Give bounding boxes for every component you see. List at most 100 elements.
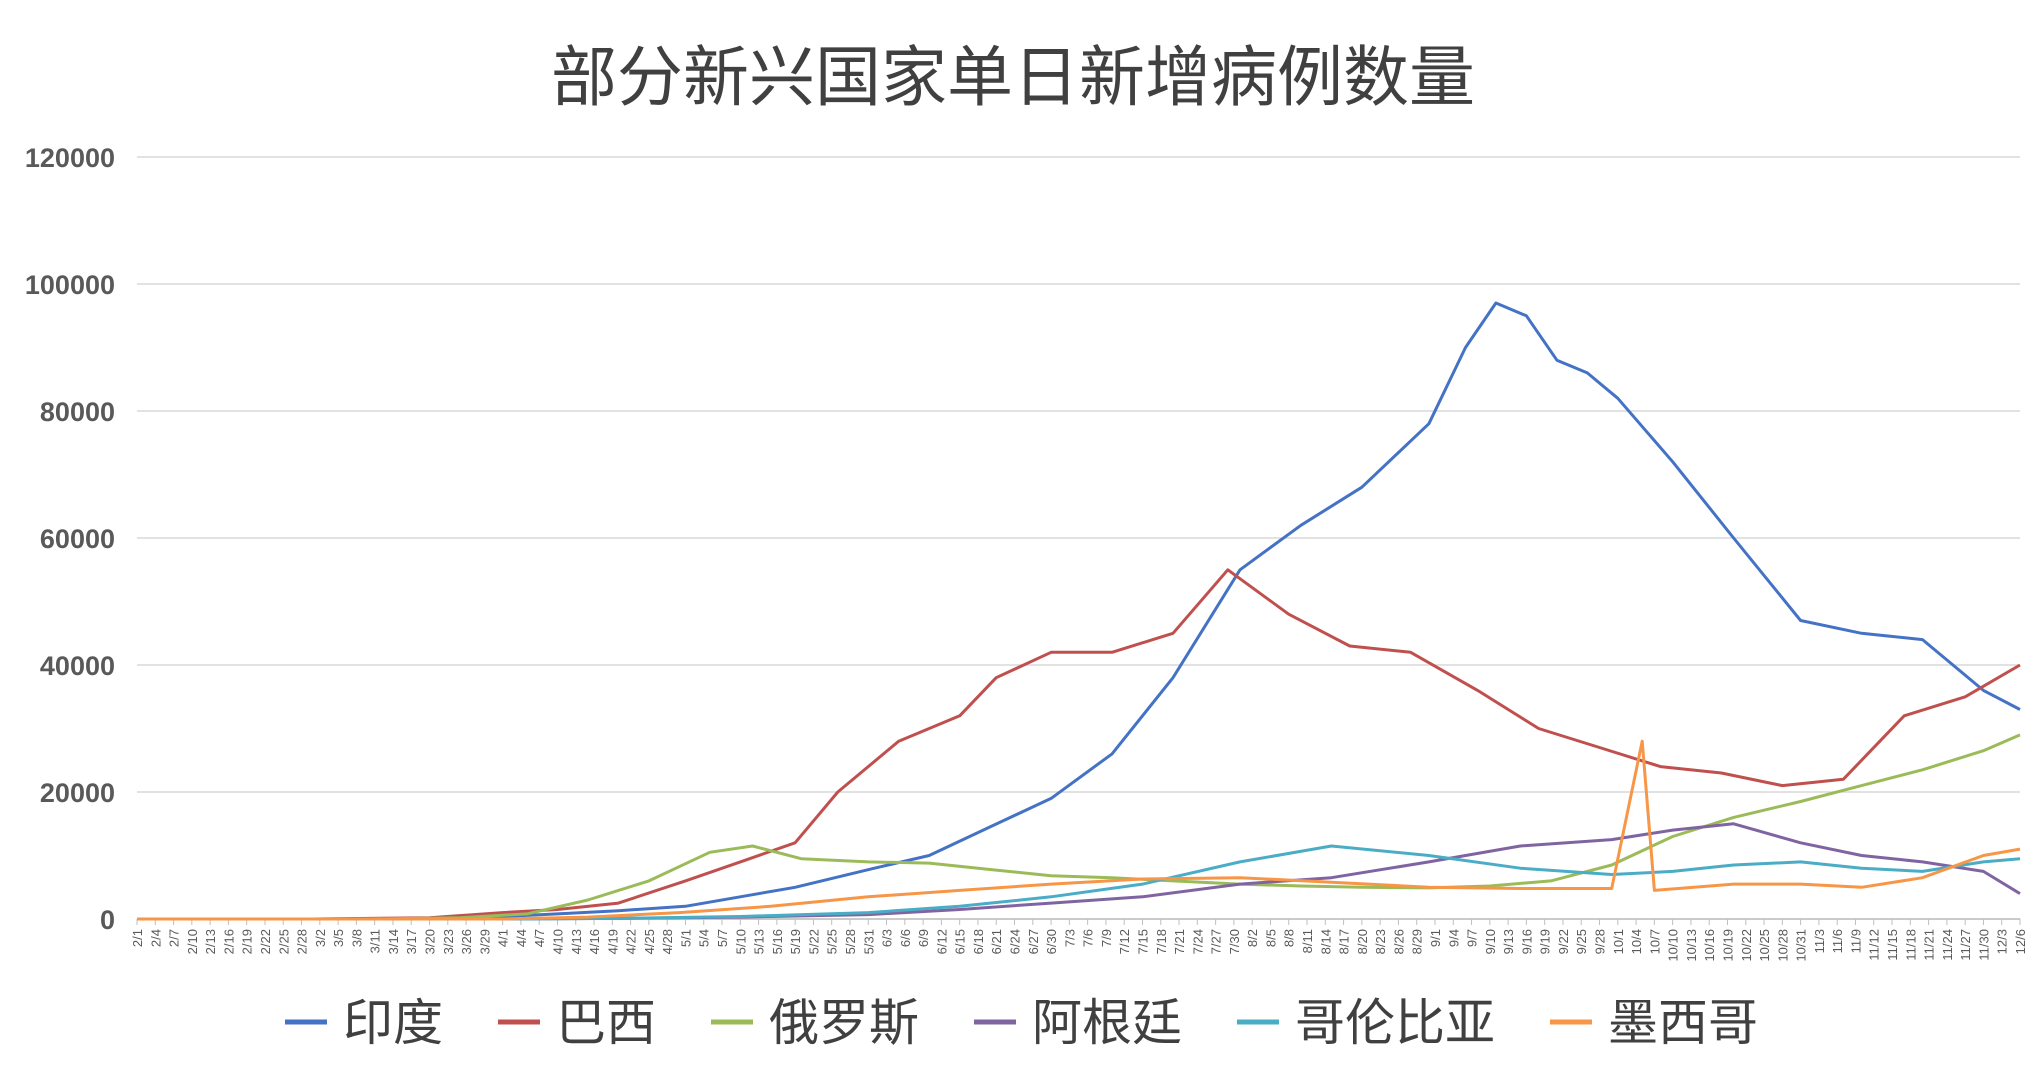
x-tick-label: 10/25 [1757,929,1772,962]
x-tick-label: 6/12 [934,929,949,954]
x-tick-label: 6/21 [989,929,1004,954]
x-tick-label: 6/30 [1044,929,1059,954]
x-tick-label: 11/21 [1922,929,1937,961]
x-tick-label: 2/16 [221,929,236,954]
gridlines [137,156,2020,920]
x-axis: 2/1 2/4 2/7 2/10 2/13 2/16 2/19 2/22 2/25 2/28 3/2… [130,919,2027,962]
x-tick-label: 5/16 [770,929,785,954]
x-tick-label: 3/29 [477,929,492,954]
series-line-0 [137,301,2021,921]
x-tick-label: 10/4 [1629,929,1644,954]
x-tick-label: 11/30 [1976,929,1991,961]
x-tick-label: 11/9 [1848,929,1863,953]
x-tick-label: 5/7 [715,929,730,947]
x-tick-label: 11/12 [1867,929,1882,961]
x-tick-label: 8/8 [1282,929,1297,947]
x-tick-label: 6/27 [1026,929,1041,954]
x-tick-label: 11/3 [1812,929,1827,953]
x-tick-label: 4/16 [587,929,602,954]
legend-item-5: 墨西哥 [1550,994,1758,1052]
x-tick-label: 8/20 [1355,929,1370,954]
legend-label: 俄罗斯 [769,994,919,1052]
x-tick-label: 10/19 [1720,929,1735,962]
x-tick-label: 3/23 [441,929,456,954]
series-line-5 [137,739,2021,921]
x-tick-label: 10/22 [1739,929,1754,962]
x-tick-label: 5/22 [806,929,821,954]
chart-title: 部分新兴国家单日新增病例数量 [551,39,1475,116]
x-tick-label: 3/2 [313,929,328,947]
x-tick-label: 7/21 [1172,929,1187,954]
legend: 印度 巴西 俄罗斯 阿根廷 哥伦比亚 墨西哥 [285,994,1758,1052]
x-tick-label: 8/2 [1245,929,1260,947]
x-tick-label: 3/11 [368,929,383,953]
x-tick-label: 9/1 [1428,929,1443,947]
x-tick-label: 6/3 [880,929,895,947]
x-tick-label: 5/28 [843,929,858,954]
x-tick-label: 11/27 [1958,929,1973,961]
x-tick-label: 2/10 [185,929,200,954]
y-tick-label: 20000 [40,778,115,808]
x-tick-label: 6/18 [971,929,986,954]
legend-item-0: 印度 [285,994,443,1052]
x-tick-label: 5/4 [697,929,712,947]
series-line-4 [137,844,2021,921]
x-tick-label: 4/1 [496,929,511,947]
x-tick-label: 10/7 [1647,929,1662,954]
legend-item-1: 巴西 [498,994,656,1052]
x-tick-label: 5/19 [788,929,803,954]
y-tick-label: 120000 [25,143,115,173]
y-tick-label: 0 [100,905,115,935]
x-tick-label: 7/6 [1081,929,1096,947]
x-tick-label: 3/20 [423,929,438,954]
x-tick-label: 2/25 [276,929,291,954]
y-axis: 0 20000 40000 60000 80000 100000 120000 [25,143,115,935]
series-line-1 [137,568,2021,921]
x-tick-label: 7/15 [1135,929,1150,954]
x-tick-label: 3/17 [404,929,419,954]
x-tick-label: 11/18 [1903,929,1918,961]
x-tick-label: 4/22 [624,929,639,954]
x-tick-label: 7/12 [1117,929,1132,954]
x-tick-label: 3/14 [386,929,401,954]
x-tick-label: 2/19 [240,929,255,954]
x-tick-label: 8/26 [1391,929,1406,954]
x-tick-label: 6/9 [916,929,931,947]
x-tick-label: 8/17 [1337,929,1352,954]
x-tick-label: 5/31 [861,929,876,954]
legend-label: 阿根廷 [1032,994,1182,1052]
legend-label: 巴西 [556,994,656,1052]
y-tick-label: 60000 [40,524,115,554]
legend-label: 印度 [343,994,443,1052]
series-line-3 [137,822,2021,921]
x-tick-label: 5/13 [752,929,767,954]
x-tick-label: 7/27 [1209,929,1224,954]
x-tick-label: 8/5 [1263,929,1278,947]
y-tick-label: 80000 [40,397,115,427]
x-tick-label: 3/26 [459,929,474,954]
x-tick-label: 4/7 [532,929,547,947]
x-tick-label: 12/3 [1995,929,2010,954]
legend-label: 墨西哥 [1608,994,1758,1052]
x-tick-label: 8/23 [1373,929,1388,954]
x-tick-label: 2/22 [258,929,273,954]
x-tick-label: 7/18 [1154,929,1169,954]
y-tick-label: 100000 [25,270,115,300]
x-tick-label: 7/3 [1062,929,1077,947]
x-tick-label: 5/10 [733,929,748,954]
x-tick-label: 2/13 [203,929,218,954]
x-tick-label: 6/24 [1008,929,1023,954]
x-tick-label: 12/6 [2013,929,2027,954]
x-tick-label: 3/8 [349,929,364,947]
x-tick-label: 6/6 [898,929,913,947]
x-tick-label: 7/24 [1190,929,1205,954]
x-tick-label: 4/4 [514,929,529,947]
x-tick-label: 6/15 [953,929,968,954]
x-tick-label: 10/10 [1666,929,1681,962]
x-tick-label: 2/4 [148,929,163,947]
x-tick-label: 4/10 [550,929,565,954]
x-tick-label: 9/4 [1446,929,1461,947]
y-tick-label: 40000 [40,651,115,681]
